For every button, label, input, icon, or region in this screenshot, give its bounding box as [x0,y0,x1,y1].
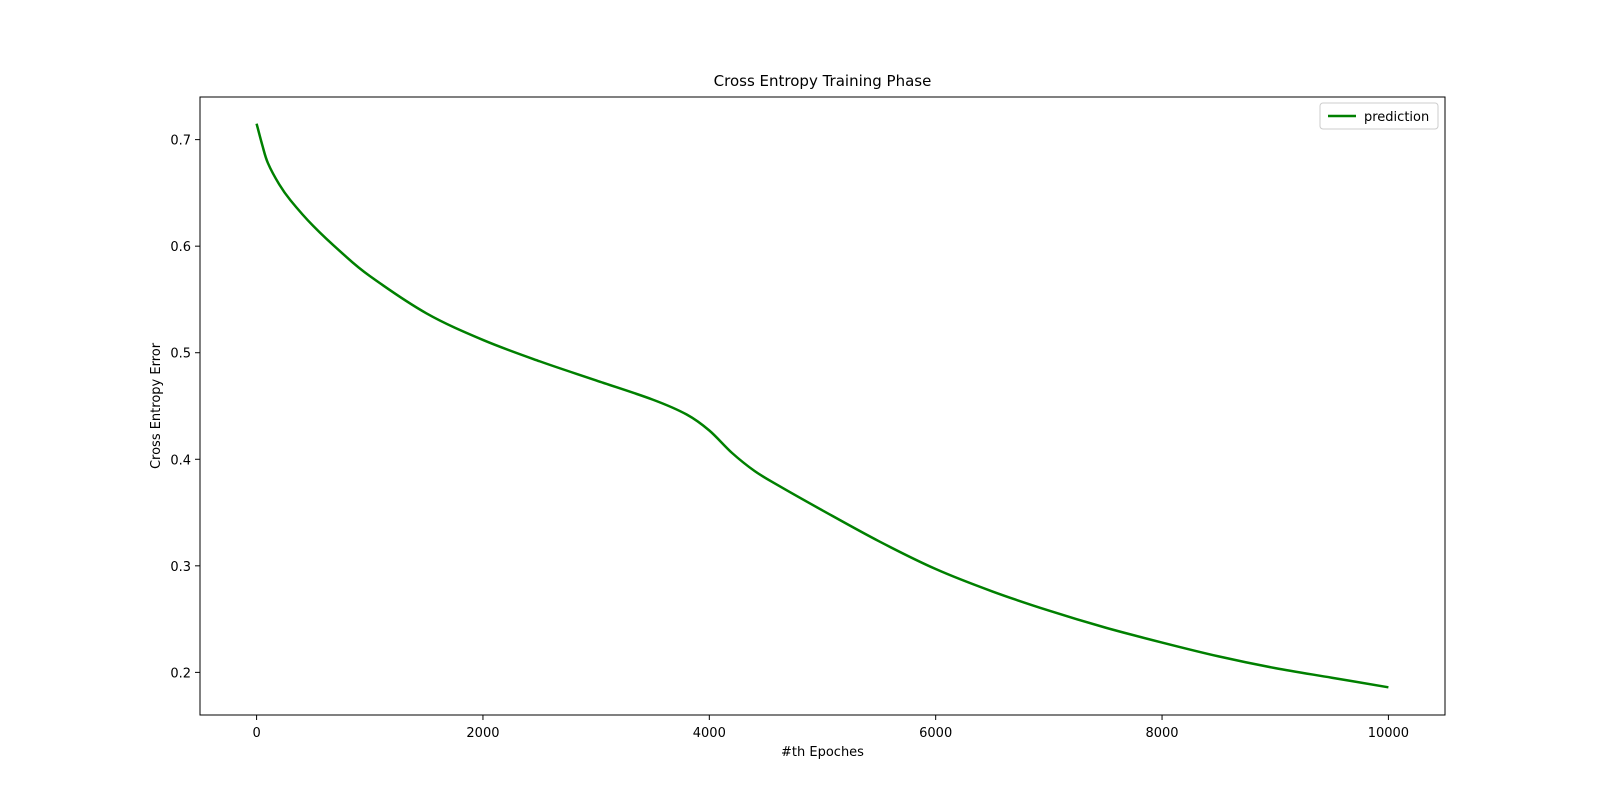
y-tick-label: 0.5 [170,347,191,362]
x-axis-label: #th Epoches [781,745,864,760]
chart-title: Cross Entropy Training Phase [714,72,932,90]
x-tick-label: 6000 [919,726,952,741]
x-tick-label: 0 [252,726,260,741]
x-tick-label: 4000 [693,726,726,741]
y-tick-label: 0.6 [170,240,191,255]
y-tick-label: 0.2 [170,666,191,681]
legend-label-prediction: prediction [1364,110,1429,125]
series-layer [255,123,1389,689]
plot-frame [199,96,1446,716]
x-tick-label: 10000 [1368,726,1409,741]
legend: prediction [1319,102,1439,130]
y-tick-label: 0.4 [170,453,191,468]
y-tick-label: 0.7 [170,134,191,149]
legend-box [1319,102,1439,130]
series-line-prediction [255,123,1389,689]
x-tick-label: 2000 [466,726,499,741]
y-axis-label: Cross Entropy Error [149,342,164,469]
y-tick-label: 0.3 [170,560,191,575]
ticks-layer: 0 2000 4000 6000 8000 10000 0.2 0.3 0.4 0.5 0.6 0.7 [170,134,1409,741]
x-tick-label: 8000 [1145,726,1178,741]
